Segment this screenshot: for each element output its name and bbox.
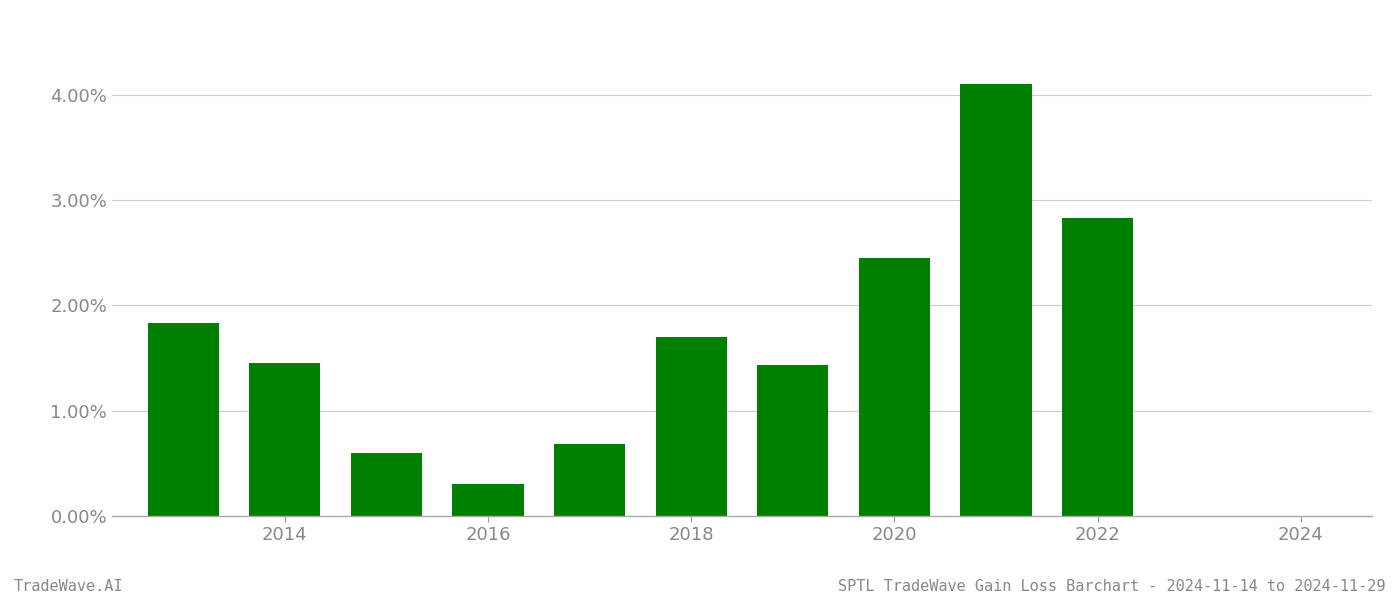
Bar	[757, 365, 829, 516]
Bar	[655, 337, 727, 516]
Bar	[249, 363, 321, 516]
Bar	[452, 484, 524, 516]
Bar	[1063, 218, 1133, 516]
Bar	[960, 84, 1032, 516]
Bar	[351, 453, 421, 516]
Bar	[147, 323, 218, 516]
Text: TradeWave.AI: TradeWave.AI	[14, 579, 123, 594]
Bar	[858, 258, 930, 516]
Bar	[554, 445, 626, 516]
Text: SPTL TradeWave Gain Loss Barchart - 2024-11-14 to 2024-11-29: SPTL TradeWave Gain Loss Barchart - 2024…	[839, 579, 1386, 594]
